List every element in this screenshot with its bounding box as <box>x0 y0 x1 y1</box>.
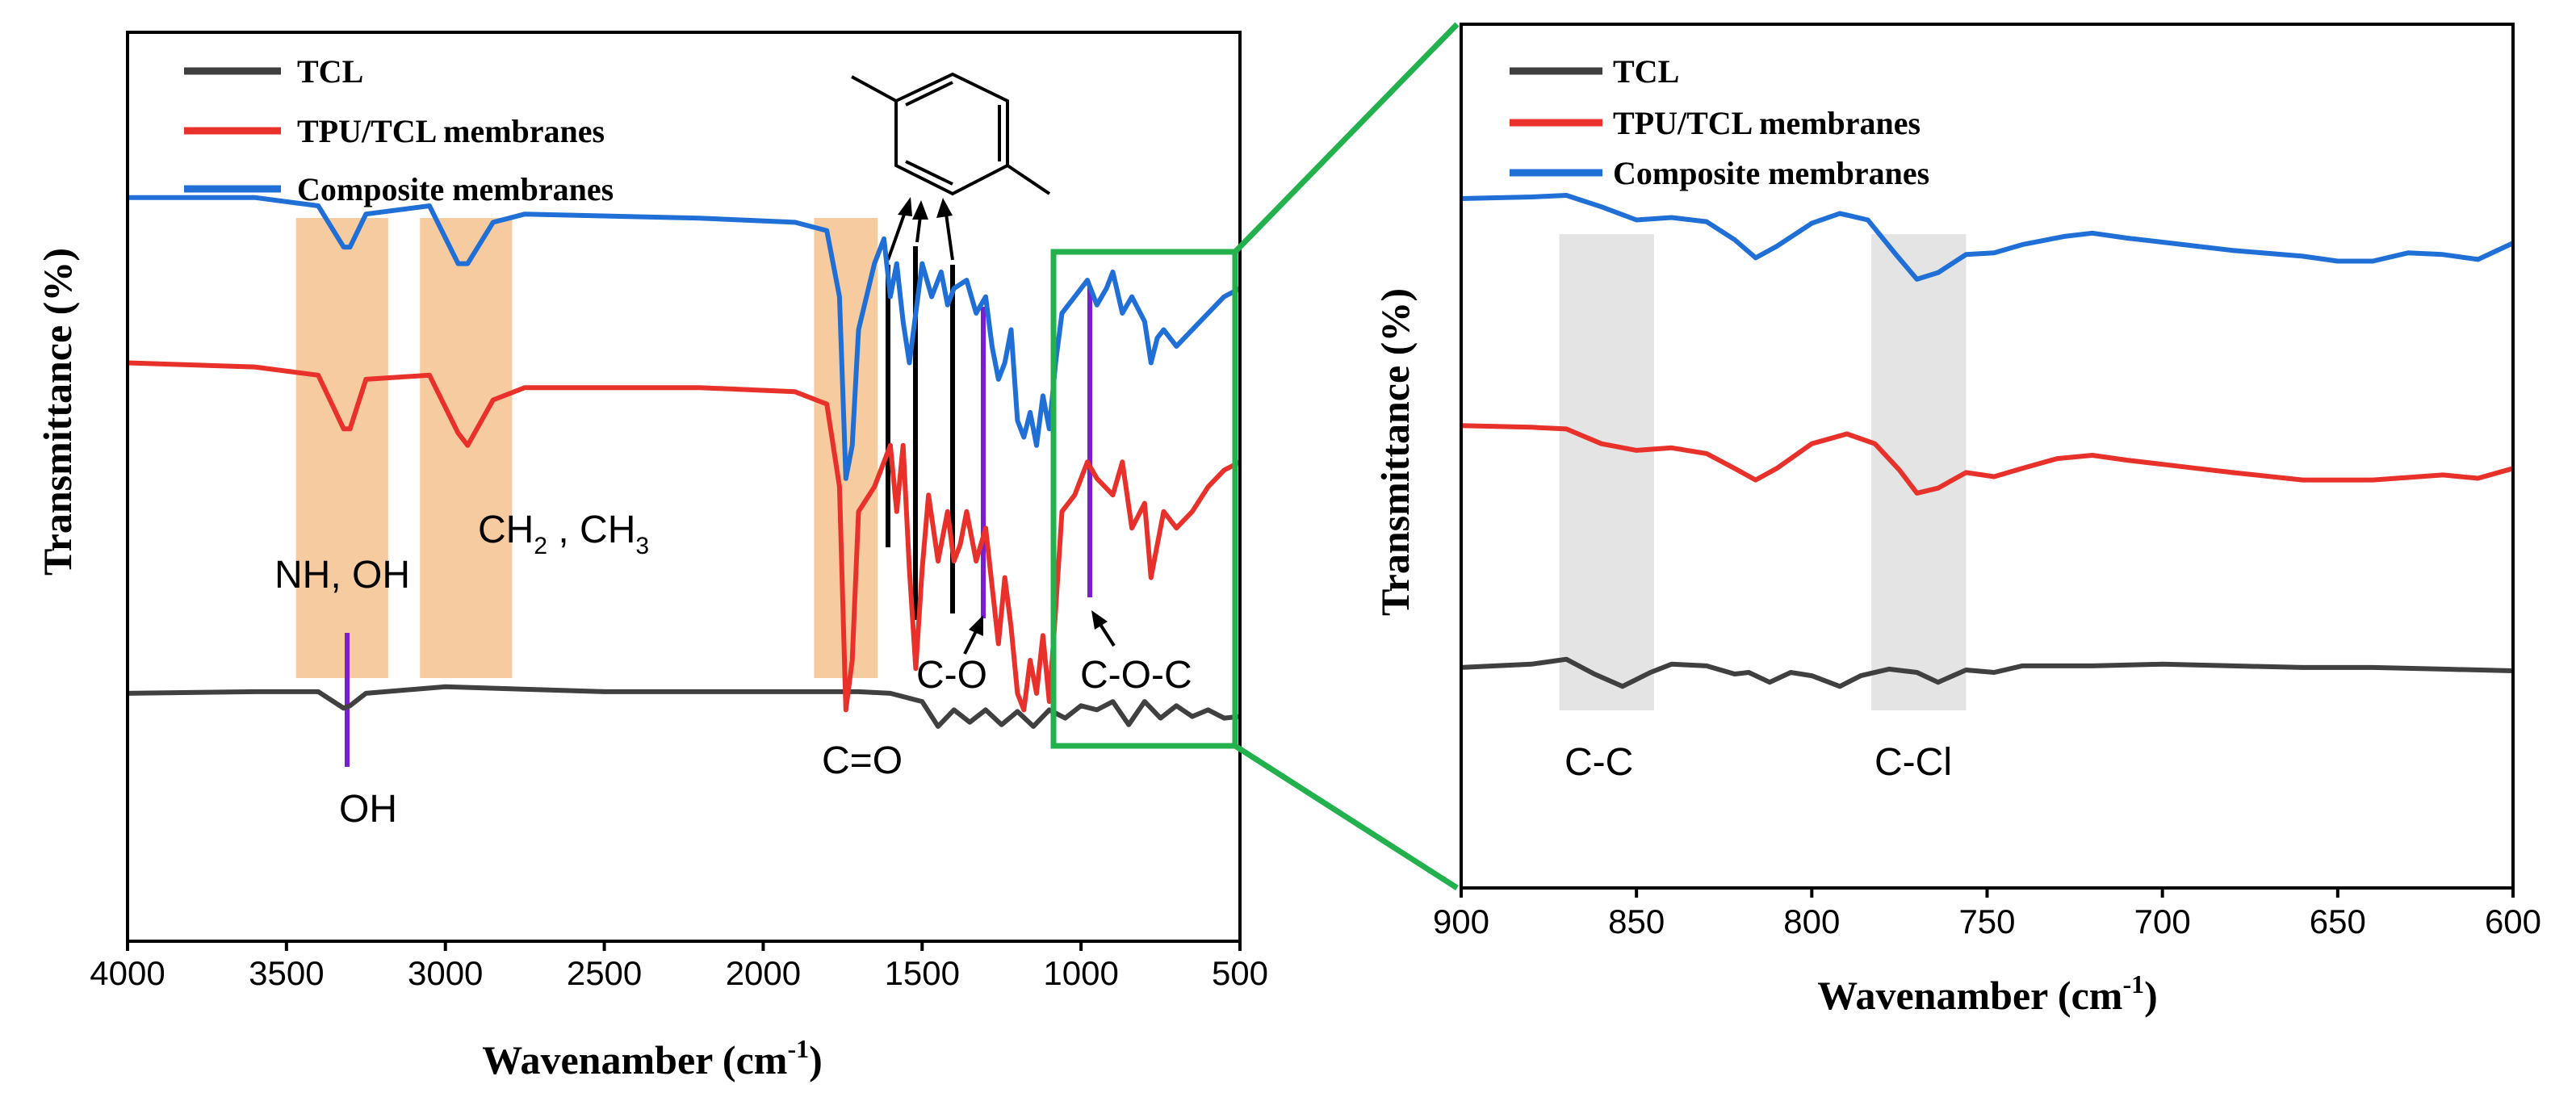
annotation-c-o-c: C-O-C <box>1080 654 1192 697</box>
right-highlight-bands <box>1559 234 1967 710</box>
arrow-1 <box>886 209 907 261</box>
arrow-3 <box>945 213 954 261</box>
left-x-axis-label: Wavenamber (cm-1) <box>482 1034 823 1082</box>
right-legend-label-tcl: TCL <box>1613 53 1679 90</box>
band-2 <box>1871 234 1967 710</box>
right-x-axis-label: Wavenamber (cm-1) <box>1817 969 2158 1018</box>
x-tick-label: 4000 <box>90 954 165 992</box>
band-2 <box>420 218 513 678</box>
x-tick-label: 500 <box>1212 954 1268 992</box>
series-tpu-tcl-membranes <box>127 360 1242 713</box>
x-tick-label: 2500 <box>567 954 642 992</box>
c-o-c-arrow <box>1098 622 1116 647</box>
x-tick-label: 850 <box>1608 902 1665 940</box>
c-o-arrow-head <box>969 615 983 636</box>
zoom-connector-bottom <box>1234 743 1459 890</box>
benzene-structure <box>851 72 1051 196</box>
c-o-c-arrow-head <box>1091 610 1108 630</box>
series-composite-membranes <box>1460 193 2515 282</box>
annotation-ch2-ch3: CH2 , CH3 <box>478 509 649 559</box>
x-tick-label: 1500 <box>885 954 960 992</box>
left-panel: 4000 3500 3000 2500 2000 1500 1000 500 TCL TPU/… <box>35 31 1268 1082</box>
x-tick-label: 750 <box>1958 902 2015 940</box>
annotation-oh: OH <box>339 788 397 831</box>
legend-label-tcl: TCL <box>297 53 363 90</box>
x-tick-label: 700 <box>2134 902 2191 940</box>
left-x-ticks: 4000 3500 3000 2500 2000 1500 1000 500 <box>90 941 1268 992</box>
x-tick-label: 650 <box>2310 902 2366 940</box>
legend-label-composite: Composite membranes <box>297 171 614 207</box>
right-legend: TCL TPU/TCL membranes Composite membrane… <box>1510 53 1929 191</box>
x-tick-label: 800 <box>1783 902 1840 940</box>
arrow-2 <box>915 216 922 243</box>
series-composite-membranes <box>128 195 1242 481</box>
x-tick-label: 1000 <box>1043 954 1118 992</box>
series-tpu-tcl-membranes <box>1460 423 2514 496</box>
x-tick-label: 2000 <box>726 954 801 992</box>
left-series <box>127 195 1242 729</box>
right-legend-label-tpu: TPU/TCL membranes <box>1613 105 1920 141</box>
annotation-c-o: C-O <box>916 654 987 697</box>
c-o-arrow <box>963 629 978 655</box>
right-x-ticks: 900 850 800 750 700 650 600 <box>1433 888 2541 940</box>
series-tcl <box>127 684 1241 729</box>
band-1 <box>295 218 388 678</box>
right-y-axis-label: Transmittance (%) <box>1372 288 1418 616</box>
legend-label-tpu: TPU/TCL membranes <box>297 113 605 149</box>
left-plot-frame <box>126 31 1242 943</box>
zoom-connector-top <box>1233 22 1460 254</box>
right-panel: 900 850 800 750 700 650 600 TCL TPU/TCL membra… <box>1372 23 2541 1018</box>
left-y-axis-label: Transmittance (%) <box>35 248 80 576</box>
left-highlight-bands <box>295 218 878 678</box>
x-tick-label: 600 <box>2485 902 2541 940</box>
zoom-box <box>1050 249 1238 749</box>
series-tcl <box>1460 656 2514 689</box>
annotation-c-cl: C-Cl <box>1874 741 1952 784</box>
annotation-nh-oh: NH, OH <box>274 554 410 597</box>
annotation-c-c: C-C <box>1564 741 1633 784</box>
arrow-1-head <box>898 197 912 216</box>
arrow-3-head <box>936 198 953 218</box>
band-1 <box>1559 234 1654 710</box>
x-tick-label: 900 <box>1433 902 1489 940</box>
right-legend-label-composite: Composite membranes <box>1613 155 1929 191</box>
x-tick-label: 3000 <box>408 954 483 992</box>
annotation-c-double-o: C=O <box>822 739 903 782</box>
arrow-2-head <box>912 200 928 220</box>
x-tick-label: 3500 <box>249 954 324 992</box>
right-series <box>1460 193 2515 689</box>
left-legend: TCL TPU/TCL membranes Composite membrane… <box>184 53 614 207</box>
